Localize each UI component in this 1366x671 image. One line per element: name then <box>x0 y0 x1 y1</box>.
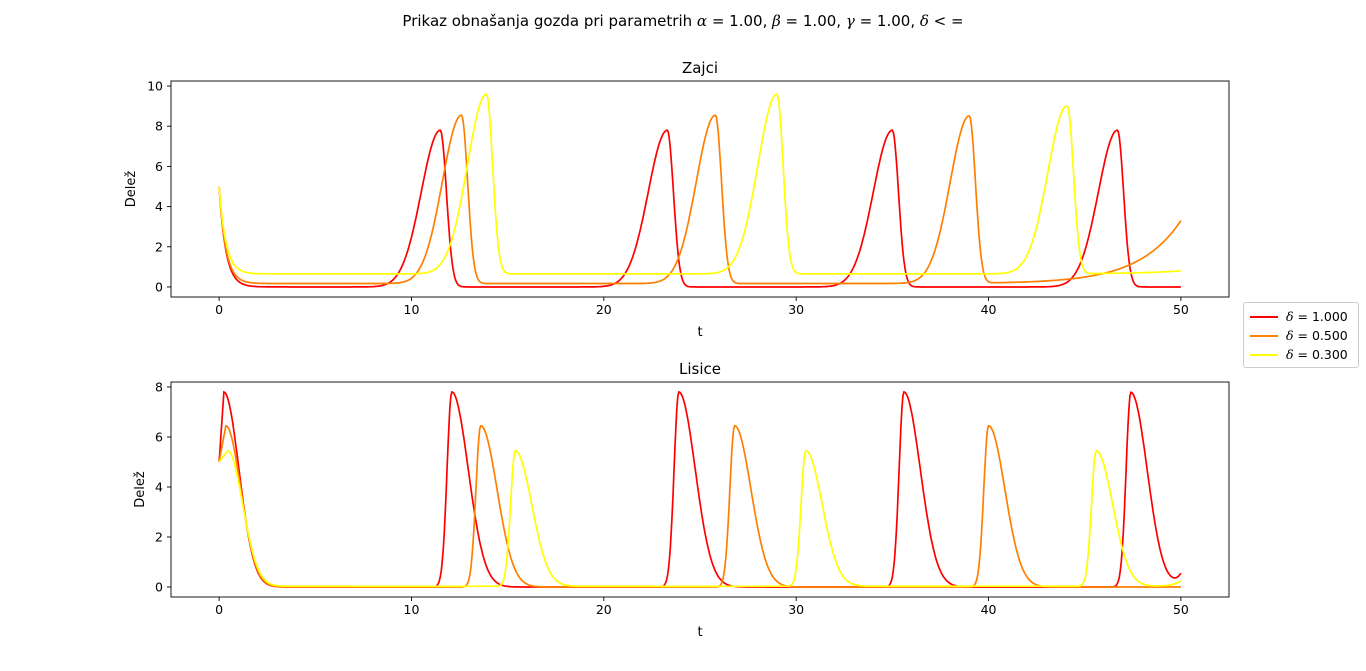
y-tick-label: 6 <box>155 430 163 445</box>
y-tick-label: 4 <box>155 480 163 495</box>
legend-entry: δ = 0.500 <box>1250 326 1352 345</box>
suptitle-tail: < = <box>928 12 964 30</box>
axes-title: Lisice <box>679 360 721 378</box>
suptitle-alpha-symbol: α <box>696 12 708 30</box>
y-tick-label: 2 <box>155 530 163 545</box>
suptitle-delta-symbol: δ <box>919 12 929 30</box>
suptitle-alpha-value: 1.00 <box>729 12 763 30</box>
y-tick-label: 6 <box>155 159 163 174</box>
legend-swatch <box>1250 353 1278 356</box>
axes-frame <box>170 381 1230 598</box>
series-line <box>218 390 1182 588</box>
suptitle-beta-value: 1.00 <box>802 12 837 30</box>
series-group <box>218 93 1182 288</box>
y-axis-label: Delež <box>133 471 148 508</box>
axes-title: Zajci <box>682 59 718 77</box>
x-tick-label: 30 <box>788 302 804 317</box>
x-tick-label: 40 <box>981 602 997 617</box>
axes-zajci: 0 10 20 30 40 50 0 2 4 6 8 10 Zajci t Delež <box>124 59 1230 340</box>
legend-label: δ = 1.000 <box>1286 309 1348 324</box>
y-tick-label: 0 <box>155 279 163 294</box>
x-tick-label: 10 <box>404 302 420 317</box>
y-axis-label: Delež <box>124 171 139 208</box>
x-tick-label: 30 <box>788 602 804 617</box>
series-group <box>218 390 1182 588</box>
y-tick-label: 2 <box>155 239 163 254</box>
x-tick-label: 0 <box>215 602 223 617</box>
legend-swatch <box>1250 315 1278 318</box>
legend-swatch <box>1250 334 1278 337</box>
x-tick-label: 10 <box>404 602 420 617</box>
series-line <box>218 129 1181 288</box>
x-tick-label: 40 <box>981 302 997 317</box>
legend-label: δ = 0.300 <box>1286 347 1348 362</box>
x-axis-label: t <box>697 325 702 340</box>
series-line <box>218 449 1182 588</box>
y-tick-label: 0 <box>155 580 163 595</box>
axes-frame <box>170 80 1230 298</box>
axes-lisice: 0 10 20 30 40 50 0 2 4 6 8 Lisice t Delež <box>133 360 1230 640</box>
suptitle-beta-symbol: β <box>772 12 781 30</box>
legend-delta-symbol: δ <box>1286 347 1294 362</box>
legend-delta-symbol: δ <box>1286 328 1294 343</box>
x-tick-label: 50 <box>1173 602 1189 617</box>
legend-value: = 0.300 <box>1293 347 1348 362</box>
legend-label: δ = 0.500 <box>1286 328 1348 343</box>
x-tick-label: 50 <box>1173 302 1189 317</box>
y-tick-label: 8 <box>155 380 163 395</box>
series-line <box>218 93 1181 275</box>
series-line <box>218 114 1182 285</box>
y-tick-label: 10 <box>147 79 163 94</box>
legend-value: = 1.000 <box>1293 309 1348 324</box>
x-tick-label: 20 <box>596 602 612 617</box>
suptitle-gamma-symbol: γ <box>845 12 855 30</box>
x-tick-label: 20 <box>596 302 612 317</box>
x-tick-label: 0 <box>215 302 223 317</box>
legend-entry: δ = 0.300 <box>1250 345 1352 364</box>
legend-entry: δ = 1.000 <box>1250 307 1352 326</box>
legend-delta-symbol: δ <box>1286 309 1294 324</box>
figure-suptitle: Prikaz obnašanja gozda pri parametrih α … <box>402 12 964 30</box>
suptitle-prefix: Prikaz obnašanja gozda pri parametrih <box>402 12 697 30</box>
x-axis-label: t <box>697 625 702 640</box>
legend: δ = 1.000 δ = 0.500 δ = 0.300 <box>1243 302 1359 368</box>
y-tick-label: 8 <box>155 119 163 134</box>
suptitle-gamma-value: 1.00 <box>876 12 911 30</box>
y-tick-label: 4 <box>155 199 163 214</box>
legend-value: = 0.500 <box>1293 328 1348 343</box>
